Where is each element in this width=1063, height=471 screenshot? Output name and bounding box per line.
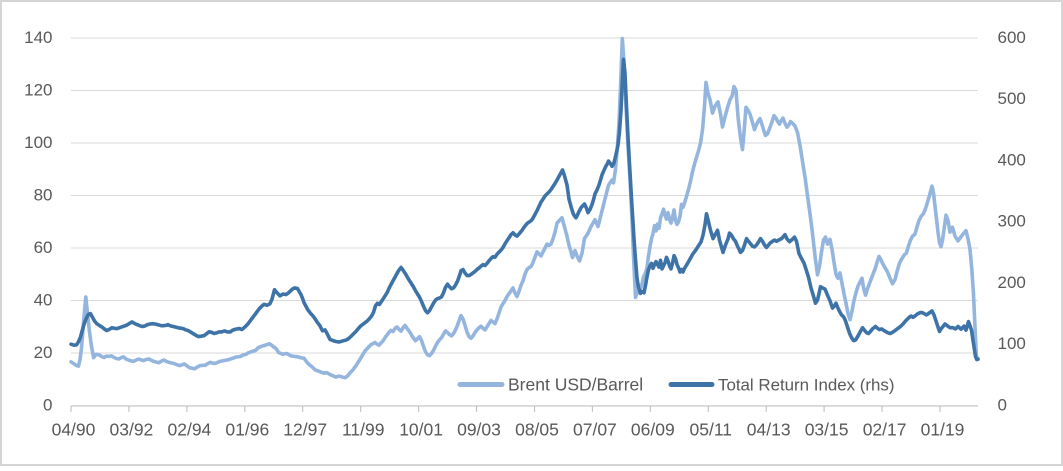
svg-text:Brent USD/Barrel: Brent USD/Barrel — [508, 375, 643, 395]
svg-text:05/11: 05/11 — [690, 420, 733, 440]
svg-text:03/92: 03/92 — [110, 420, 154, 440]
svg-text:02/17: 02/17 — [863, 420, 907, 440]
svg-text:400: 400 — [998, 150, 1026, 169]
svg-text:140: 140 — [24, 28, 52, 47]
svg-text:03/15: 03/15 — [805, 420, 849, 440]
svg-text:04/90: 04/90 — [52, 420, 96, 440]
svg-text:60: 60 — [34, 238, 53, 257]
svg-text:08/05: 08/05 — [515, 420, 559, 440]
svg-text:06/09: 06/09 — [631, 420, 675, 440]
svg-text:Total Return Index (rhs): Total Return Index (rhs) — [718, 376, 895, 395]
svg-text:09/03: 09/03 — [457, 420, 501, 440]
svg-text:600: 600 — [998, 28, 1026, 47]
svg-text:300: 300 — [998, 212, 1026, 231]
svg-text:02/94: 02/94 — [168, 420, 212, 440]
svg-text:0: 0 — [998, 395, 1007, 414]
svg-text:01/19: 01/19 — [921, 420, 965, 440]
svg-text:20: 20 — [34, 343, 53, 362]
svg-text:100: 100 — [998, 334, 1026, 353]
svg-text:100: 100 — [24, 133, 52, 152]
svg-text:0: 0 — [43, 395, 52, 414]
svg-text:200: 200 — [998, 273, 1026, 292]
svg-text:12/97: 12/97 — [283, 420, 327, 440]
svg-text:10/01: 10/01 — [399, 420, 443, 440]
svg-text:04/13: 04/13 — [747, 420, 791, 440]
svg-text:120: 120 — [24, 80, 52, 99]
svg-text:01/96: 01/96 — [225, 420, 269, 440]
svg-text:07/07: 07/07 — [573, 420, 617, 440]
svg-text:40: 40 — [34, 290, 53, 309]
svg-text:500: 500 — [998, 89, 1026, 108]
svg-text:80: 80 — [34, 185, 53, 204]
svg-text:11/99: 11/99 — [342, 420, 385, 440]
